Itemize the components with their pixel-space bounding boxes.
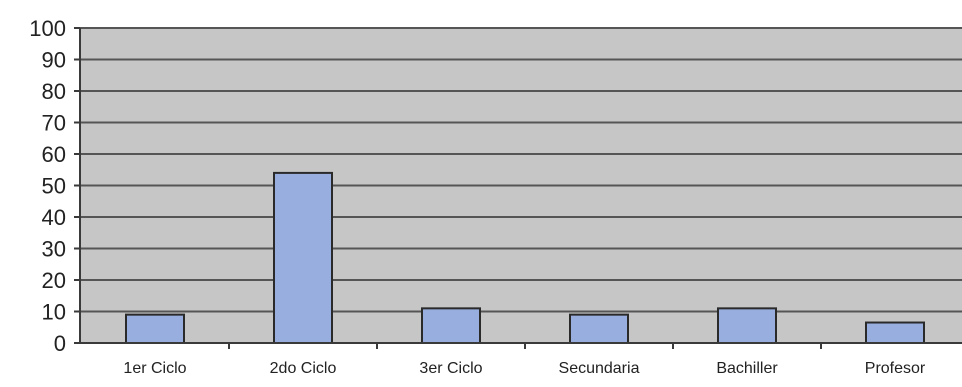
x-tick-label: 1er Ciclo [123, 360, 186, 377]
bar-bachiller [717, 307, 777, 345]
y-tick-label: 40 [42, 205, 66, 230]
gridlines [80, 27, 962, 313]
x-tick-label: Profesor [865, 360, 926, 377]
bar-2do-ciclo [273, 171, 333, 344]
y-tick-label: 70 [42, 111, 66, 136]
y-tick-label: 90 [42, 48, 66, 73]
bar-1er-ciclo [125, 313, 185, 344]
y-tick-label: 30 [42, 237, 66, 262]
x-tick-label: 2do Ciclo [270, 360, 337, 377]
bar-3er-ciclo [421, 307, 481, 345]
x-tick-labels: 1er Ciclo 2do Ciclo 3er Ciclo Secundaria Bac… [123, 343, 926, 377]
y-tick-label: 60 [42, 142, 66, 167]
y-tick-label: 10 [42, 300, 66, 325]
x-tick-label: Bachiller [716, 360, 778, 377]
bars [125, 171, 925, 345]
bar-secundaria [569, 313, 629, 344]
bar-profesor [865, 321, 925, 344]
y-tick-label: 0 [54, 331, 66, 356]
x-tick-label: 3er Ciclo [419, 360, 482, 377]
y-tick-labels: 0 10 20 30 40 50 60 70 80 90 100 [29, 16, 80, 356]
y-tick-label: 100 [29, 16, 66, 41]
y-tick-label: 20 [42, 268, 66, 293]
y-tick-label: 80 [42, 79, 66, 104]
x-tick-label: Secundaria [559, 360, 640, 377]
y-tick-label: 50 [42, 174, 66, 199]
